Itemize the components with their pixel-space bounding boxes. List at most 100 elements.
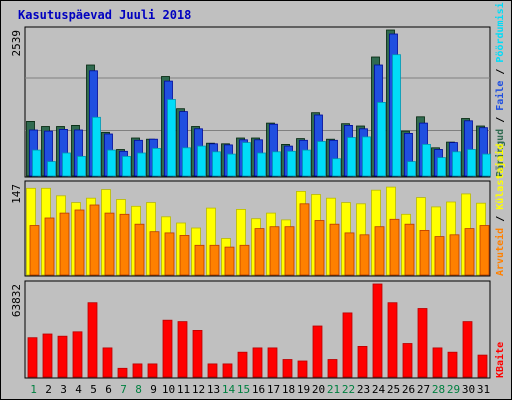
bar-visits-Arvuteid-day-2 — [44, 217, 55, 276]
bar-visits-Arvuteid-day-20 — [314, 220, 325, 276]
bar-visits-Arvuteid-day-26 — [404, 223, 415, 276]
bar-hits-Pöördumisi-day-2 — [47, 161, 56, 177]
bar-kbytes-KBaite-day-24 — [372, 283, 383, 378]
x-tick-label: 8 — [135, 383, 142, 396]
bar-kbytes-KBaite-day-4 — [72, 331, 83, 378]
x-tick-label: 6 — [105, 383, 112, 396]
x-tick-label: 12 — [192, 383, 205, 396]
bar-hits-Pöördumisi-day-22 — [347, 137, 356, 177]
bar-kbytes-KBaite-day-18 — [282, 359, 293, 378]
x-tick-label: 9 — [150, 383, 157, 396]
x-tick-label: 16 — [252, 383, 265, 396]
bar-hits-Pöördumisi-day-18 — [287, 150, 296, 177]
legend-kbytes: KBaite — [494, 342, 506, 378]
legend-visits: Arvuteid / Külastajaid — [494, 144, 506, 276]
bar-visits-Arvuteid-day-23 — [359, 234, 370, 276]
bar-visits-Arvuteid-day-1 — [29, 225, 40, 276]
ymax-label-hits: 2539 — [10, 30, 23, 57]
bar-hits-Pöördumisi-day-10 — [167, 99, 176, 177]
legend-entry: KBaite — [494, 342, 506, 378]
bar-kbytes-KBaite-day-25 — [387, 302, 398, 378]
bar-visits-Arvuteid-day-24 — [374, 226, 385, 276]
x-tick-label: 11 — [177, 383, 190, 396]
bar-visits-Arvuteid-day-31 — [479, 225, 490, 276]
bar-visits-Arvuteid-day-8 — [134, 223, 145, 276]
bar-hits-Pöördumisi-day-29 — [452, 151, 461, 177]
bar-visits-Arvuteid-day-5 — [89, 204, 100, 276]
bar-kbytes-KBaite-day-12 — [192, 329, 203, 378]
bar-kbytes-KBaite-day-11 — [177, 321, 188, 378]
bar-hits-Pöördumisi-day-23 — [362, 136, 371, 177]
bar-hits-Pöördumisi-day-31 — [482, 153, 491, 177]
bar-hits-Pöördumisi-day-26 — [407, 161, 416, 177]
bar-kbytes-KBaite-day-13 — [207, 363, 218, 378]
bar-kbytes-KBaite-day-28 — [432, 347, 443, 378]
x-tick-label: 4 — [75, 383, 82, 396]
bar-hits-Pöördumisi-day-24 — [377, 102, 386, 177]
bar-hits-Pöördumisi-day-7 — [122, 155, 131, 177]
x-tick-label: 13 — [207, 383, 220, 396]
bar-hits-Pöördumisi-day-4 — [77, 155, 86, 177]
bar-visits-Arvuteid-day-18 — [284, 226, 295, 276]
bar-kbytes-KBaite-day-16 — [252, 347, 263, 378]
bar-kbytes-KBaite-day-5 — [87, 302, 98, 378]
bar-visits-Arvuteid-day-29 — [449, 234, 460, 276]
legend-entry: Pöördumisi — [494, 2, 506, 62]
x-tick-label: 25 — [387, 383, 400, 396]
x-tick-label: 7 — [120, 383, 127, 396]
bar-kbytes-KBaite-day-8 — [132, 363, 143, 378]
panel-visits: 147 Arvuteid / Külastajaid — [10, 144, 506, 277]
bar-kbytes-KBaite-day-31 — [477, 354, 488, 378]
bar-hits-Pöördumisi-day-8 — [137, 152, 146, 177]
ymax-label-kbytes: 63832 — [10, 284, 23, 317]
bar-visits-Arvuteid-day-21 — [329, 223, 340, 276]
bar-visits-Arvuteid-day-30 — [464, 228, 475, 276]
bar-kbytes-KBaite-day-15 — [237, 351, 248, 378]
bar-visits-Arvuteid-day-25 — [389, 218, 400, 276]
bar-visits-Arvuteid-day-11 — [179, 234, 190, 276]
bar-visits-Arvuteid-day-28 — [434, 236, 445, 276]
legend-entry: Faile — [494, 81, 506, 111]
bar-kbytes-KBaite-day-22 — [342, 312, 353, 378]
bar-kbytes-KBaite-day-17 — [267, 347, 278, 378]
x-axis-labels: 1 2 3 4 5 6 7 8 9 10 11 12 13 14 15 16 17 18 19 20 21 22 23 24 2… — [30, 383, 490, 396]
x-tick-label: 17 — [267, 383, 280, 396]
bar-visits-Arvuteid-day-17 — [269, 226, 280, 276]
bar-visits-Arvuteid-day-9 — [149, 231, 160, 276]
bar-kbytes-KBaite-day-30 — [462, 321, 473, 378]
bar-hits-Pöördumisi-day-14 — [227, 153, 236, 177]
bar-kbytes-KBaite-day-27 — [417, 308, 428, 378]
bar-visits-Arvuteid-day-19 — [299, 203, 310, 276]
bar-hits-Pöördumisi-day-9 — [152, 147, 161, 177]
bar-hits-Pöördumisi-day-1 — [32, 149, 41, 177]
bar-hits-Pöördumisi-day-5 — [92, 116, 101, 177]
bar-visits-Arvuteid-day-12 — [194, 244, 205, 276]
bar-hits-Pöördumisi-day-13 — [212, 151, 221, 177]
x-tick-label: 15 — [237, 383, 250, 396]
bar-kbytes-KBaite-day-10 — [162, 319, 173, 378]
bar-hits-Pöördumisi-day-6 — [107, 149, 116, 177]
x-tick-label: 28 — [432, 383, 445, 396]
bar-kbytes-KBaite-day-6 — [102, 347, 113, 378]
x-tick-label: 10 — [162, 383, 175, 396]
x-tick-label: 14 — [222, 383, 236, 396]
bar-kbytes-KBaite-day-1 — [27, 337, 38, 378]
x-tick-label: 2 — [45, 383, 52, 396]
x-tick-label: 18 — [282, 383, 295, 396]
bar-hits-Pöördumisi-day-11 — [182, 147, 191, 177]
panel-kbytes: 63832 KBaite — [10, 280, 506, 379]
x-tick-label: 22 — [342, 383, 355, 396]
bar-visits-Arvuteid-day-10 — [164, 232, 175, 276]
bar-visits-Arvuteid-day-14 — [224, 246, 235, 276]
bar-visits-Arvuteid-day-6 — [104, 212, 115, 276]
bar-hits-Pöördumisi-day-25 — [392, 54, 401, 177]
bar-kbytes-KBaite-day-29 — [447, 351, 458, 378]
bar-visits-Arvuteid-day-13 — [209, 244, 220, 276]
bar-kbytes-KBaite-day-7 — [117, 367, 128, 378]
x-tick-label: 24 — [372, 383, 386, 396]
bar-hits-Pöördumisi-day-30 — [467, 149, 476, 177]
bar-kbytes-KBaite-day-20 — [312, 325, 323, 378]
bar-kbytes-KBaite-day-23 — [357, 345, 368, 378]
